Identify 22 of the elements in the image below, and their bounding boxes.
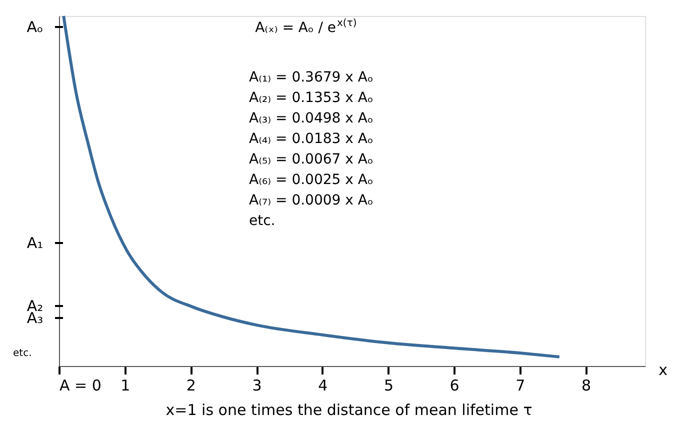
x-tick-label: 2 [186, 376, 196, 394]
annotation: A₍₂₎ = 0.1353 x Aₒ [249, 90, 374, 106]
text: A₁ [26, 234, 44, 252]
x-tick-label: 5 [384, 376, 394, 394]
annotation: etc. [249, 213, 276, 229]
x-tick-label: 7 [516, 376, 526, 394]
x-tick-label: 3 [252, 376, 262, 394]
annotation: A₍₆₎ = 0.0025 x Aₒ [249, 172, 374, 188]
text: Aₒ [26, 18, 44, 36]
x-tick-label: 1 [120, 376, 130, 394]
x-tick-label: A = 0 [60, 376, 102, 394]
annotation: A₍₃₎ = 0.0498 x Aₒ [249, 110, 374, 126]
x-tick-label: 6 [450, 376, 460, 394]
annotation: A₍₄₎ = 0.0183 x Aₒ [249, 131, 374, 147]
x-tick-label: 4 [318, 376, 328, 394]
annotation: A₍₅₎ = 0.0067 x Aₒ [249, 152, 374, 168]
annotation: A₍₇₎ = 0.0009 x Aₒ [249, 192, 374, 208]
x-axis-title: x=1 is one times the distance of mean lifetime τ [166, 401, 532, 419]
x2-axis-title: x [658, 361, 668, 379]
annotation: A₍₁₎ = 0.3679 x Aₒ [249, 70, 374, 86]
text: etc. [13, 348, 32, 359]
x-tick-label: 8 [581, 376, 592, 394]
